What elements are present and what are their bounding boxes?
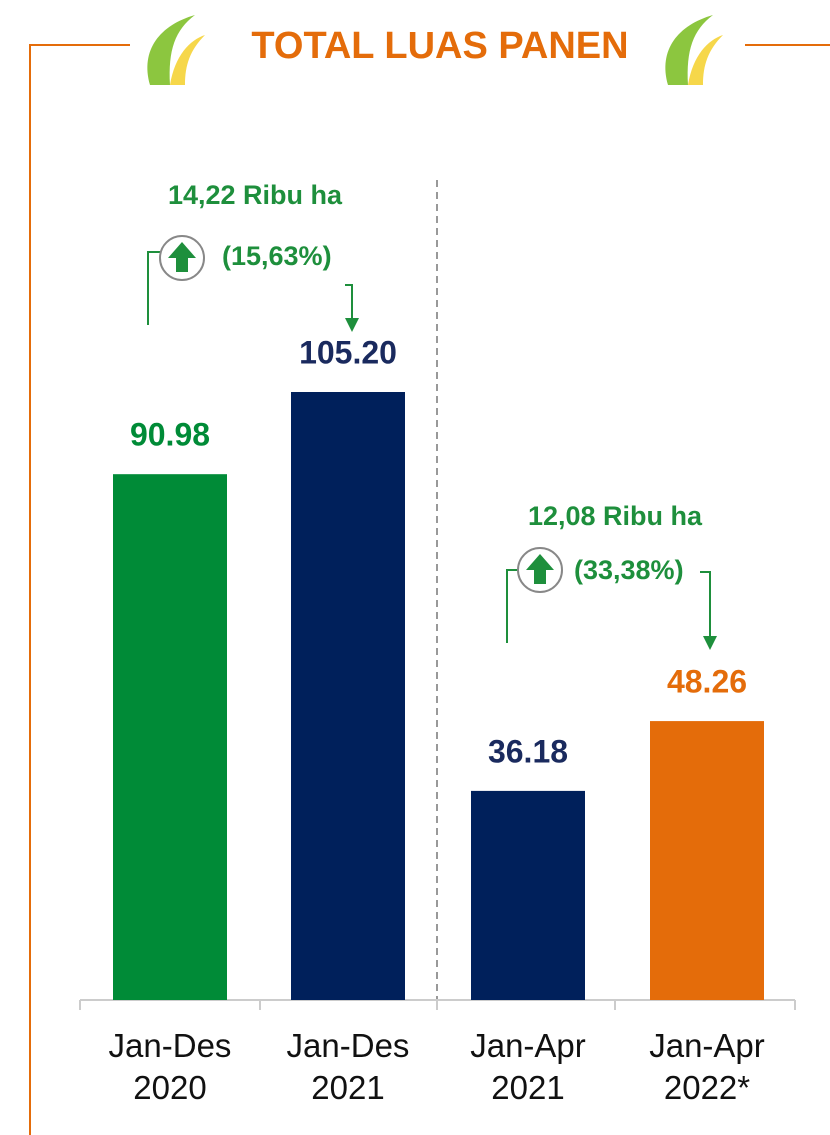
- rice-icon: [147, 15, 205, 85]
- bar: [113, 474, 227, 1000]
- frame: [29, 44, 830, 1135]
- annotation: 14,22 Ribu ha: [168, 180, 343, 210]
- x-tick-label: Jan-Apr 2022*: [649, 1027, 765, 1106]
- chart-title: TOTAL LUAS PANEN: [251, 25, 628, 67]
- bar: [650, 721, 764, 1000]
- arrow-heads: [345, 318, 717, 650]
- change-bracket: [147, 251, 711, 643]
- x-tick-label: Jan-Des 2021: [286, 1027, 410, 1106]
- annotation: (33,38%): [574, 555, 684, 585]
- value-label: 48.26: [667, 664, 747, 700]
- annotation: 12,08 Ribu ha: [528, 501, 703, 531]
- x-tick-label: Jan-Apr 2021: [470, 1027, 586, 1106]
- rice-icon: [665, 15, 723, 85]
- x-tick-label: Jan-Des 2020: [108, 1027, 232, 1106]
- annotation: (15,63%): [222, 241, 332, 271]
- baseline: [79, 999, 796, 1010]
- value-label: 36.18: [488, 733, 568, 769]
- value-label: 90.98: [130, 417, 210, 453]
- up-icon: [517, 547, 563, 593]
- bar: [471, 790, 585, 1000]
- up-icon: [159, 235, 205, 281]
- bar: [291, 392, 405, 1000]
- value-label: 105.20: [299, 334, 397, 370]
